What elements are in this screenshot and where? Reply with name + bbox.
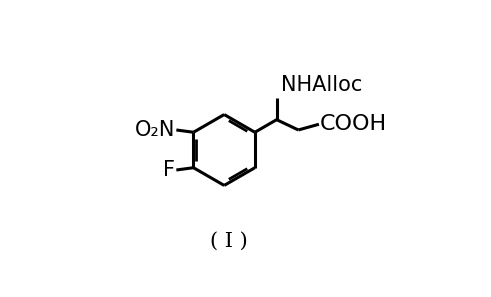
Text: O₂N: O₂N [135, 120, 175, 140]
Text: NHAlloc: NHAlloc [281, 75, 362, 95]
Text: COOH: COOH [320, 114, 387, 134]
Text: ( I ): ( I ) [210, 232, 247, 251]
Text: F: F [163, 160, 175, 180]
